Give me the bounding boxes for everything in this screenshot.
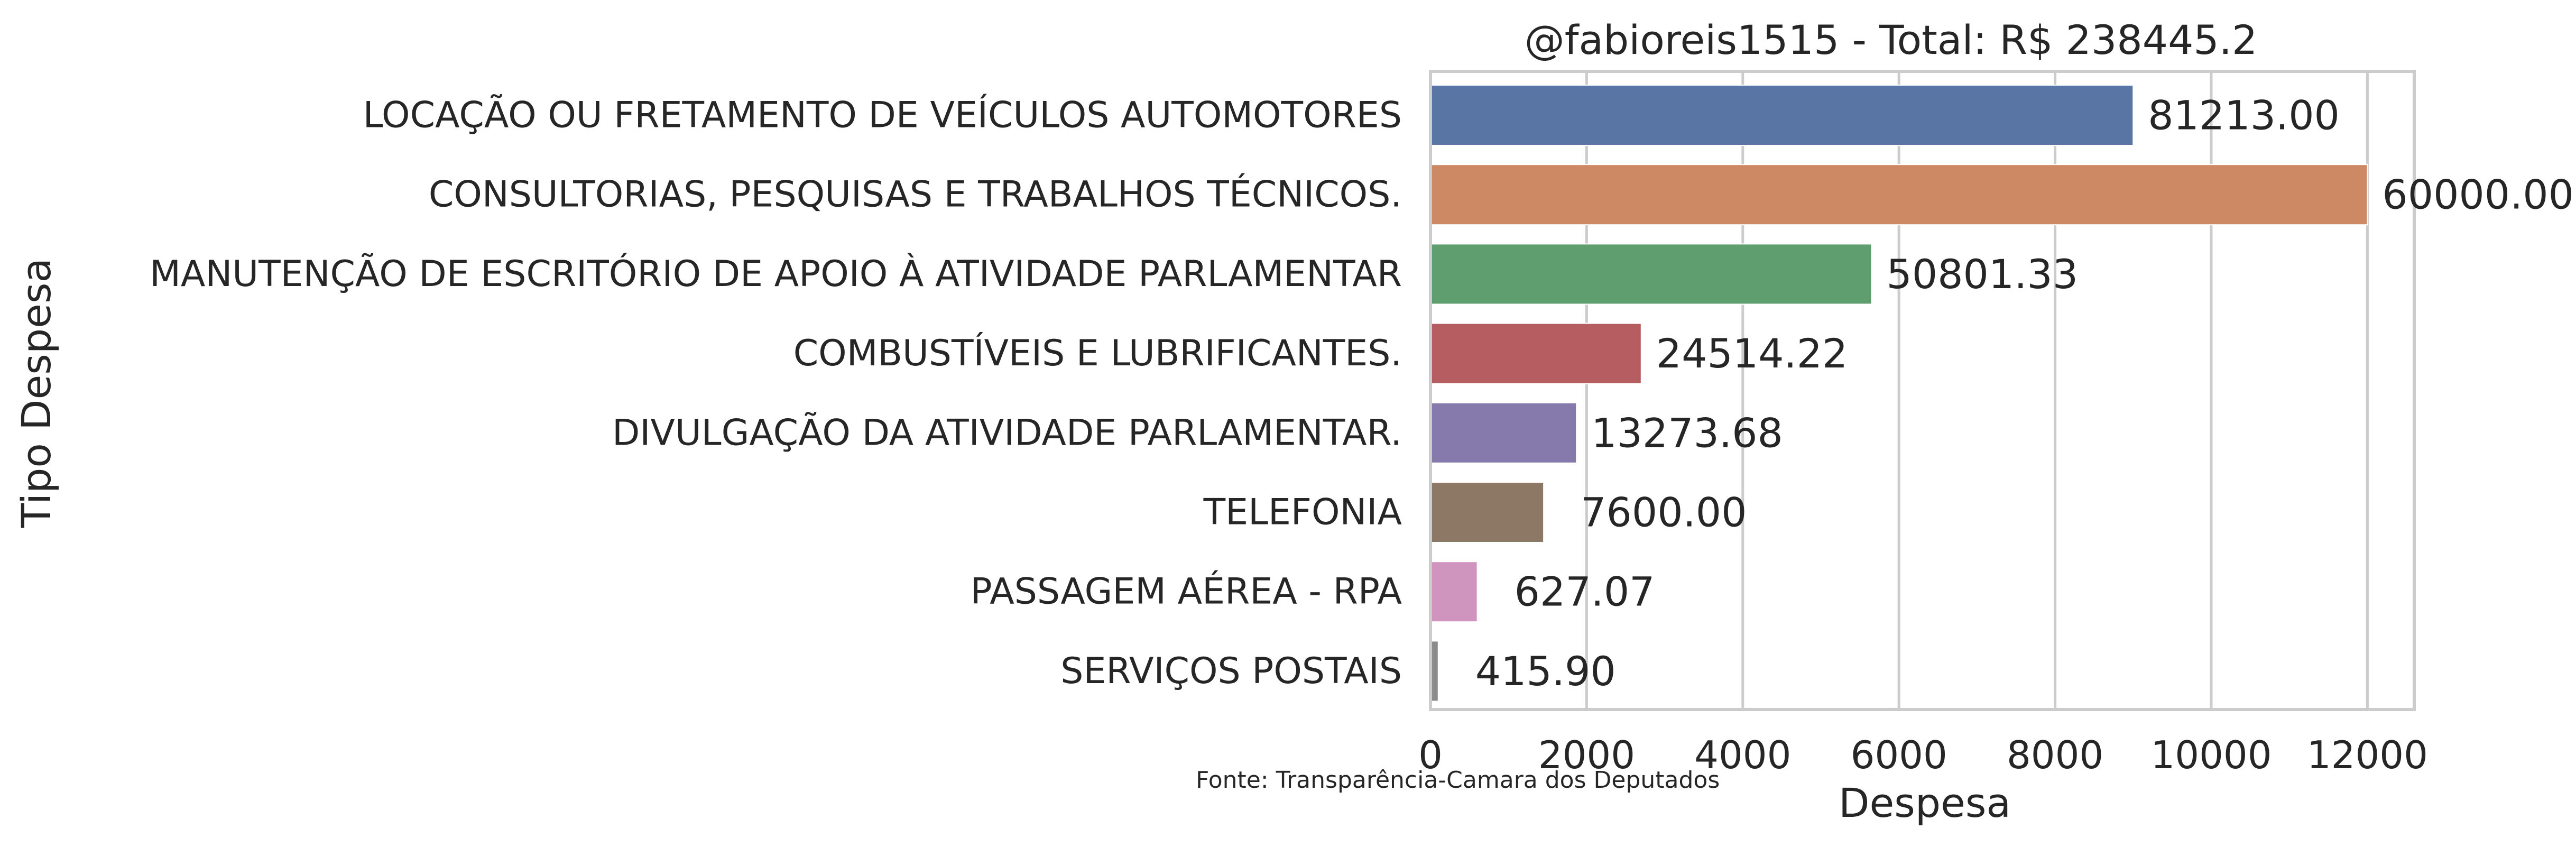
value-labels: 81213.00 60000.00 50801.33 24514.22 13273.68…	[1475, 92, 2574, 695]
category-label: LOCAÇÃO OU FRETAMENTO DE VEÍCULOS AUTOMO…	[363, 94, 1402, 136]
x-tick-label: 4000	[1694, 733, 1791, 777]
x-tick-label: 8000	[2007, 733, 2103, 777]
bar	[1430, 482, 1545, 543]
category-label: SERVIÇOS POSTAIS	[1060, 650, 1402, 692]
category-label: CONSULTORIAS, PESQUISAS E TRABALHOS TÉCN…	[429, 173, 1402, 216]
value-label: 81213.00	[2148, 92, 2340, 139]
x-tick-label: 0	[1418, 733, 1443, 777]
footnote: Fonte: Transparência-Camara dos Deputado…	[1196, 767, 1720, 794]
bar	[1430, 164, 2368, 226]
bar	[1430, 323, 1642, 384]
category-labels: LOCAÇÃO OU FRETAMENTO DE VEÍCULOS AUTOMO…	[150, 94, 1402, 692]
category-label: TELEFONIA	[1203, 492, 1402, 533]
value-label: 415.90	[1475, 648, 1616, 695]
category-label: MANUTENÇÃO DE ESCRITÓRIO DE APOIO À ATIV…	[150, 253, 1402, 295]
category-label: COMBUSTÍVEIS E LUBRIFICANTES.	[793, 332, 1402, 374]
value-label: 7600.00	[1581, 489, 1747, 536]
category-label: DIVULGAÇÃO DA ATIVIDADE PARLAMENTAR.	[612, 411, 1402, 454]
x-tick-label: 10000	[2150, 733, 2272, 777]
plot-border	[1429, 70, 2416, 711]
x-axis-label: Despesa	[1839, 779, 2011, 826]
bar	[1430, 243, 1872, 305]
bar	[1430, 561, 1478, 623]
value-label: 60000.00	[2382, 171, 2574, 218]
x-tick-label: 6000	[1851, 733, 1947, 777]
bars	[1430, 85, 2368, 702]
bar	[1430, 402, 1577, 464]
x-tick-label: 12000	[2307, 733, 2428, 777]
chart-title: @fabioreis1515 - Total: R$ 238445.2	[1525, 16, 2258, 63]
x-tick-label: 2000	[1538, 733, 1635, 777]
plot-frame	[1429, 70, 2416, 711]
bar	[1430, 85, 2134, 146]
x-tick-labels: 0 2000 4000 6000 8000 10000 12000	[1418, 733, 2428, 777]
category-label: PASSAGEM AÉREA - RPA	[971, 570, 1402, 613]
value-label: 50801.33	[1886, 251, 2078, 298]
value-label: 24514.22	[1656, 330, 1848, 377]
value-label: 13273.68	[1591, 409, 1783, 456]
value-label: 627.07	[1515, 568, 1655, 615]
y-axis-label: Tipo Despesa	[13, 258, 60, 528]
